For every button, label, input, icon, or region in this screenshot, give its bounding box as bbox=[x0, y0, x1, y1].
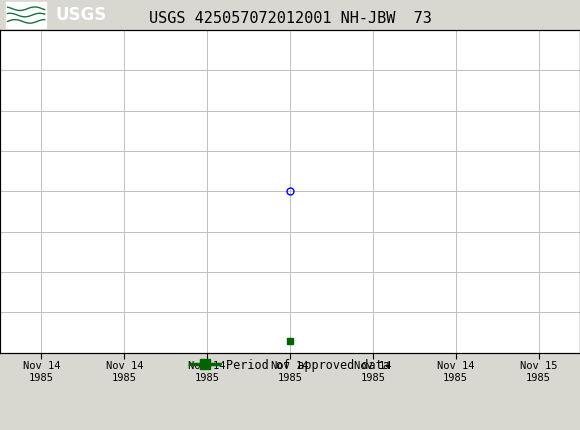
Title: USGS 425057072012001 NH-JBW  73: USGS 425057072012001 NH-JBW 73 bbox=[148, 11, 432, 26]
FancyBboxPatch shape bbox=[6, 3, 46, 28]
Text: USGS: USGS bbox=[55, 6, 106, 24]
Legend: Period of approved data: Period of approved data bbox=[190, 359, 390, 372]
